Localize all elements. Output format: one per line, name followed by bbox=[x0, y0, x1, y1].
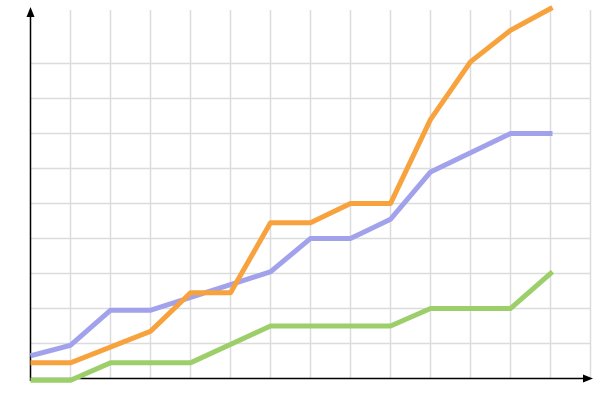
series-green-line bbox=[30, 269, 555, 383]
y-axis-arrow-icon bbox=[26, 7, 35, 17]
series-orange-line bbox=[30, 5, 554, 366]
x-axis-arrow-icon bbox=[583, 374, 593, 383]
series-purple-line bbox=[29, 131, 553, 359]
